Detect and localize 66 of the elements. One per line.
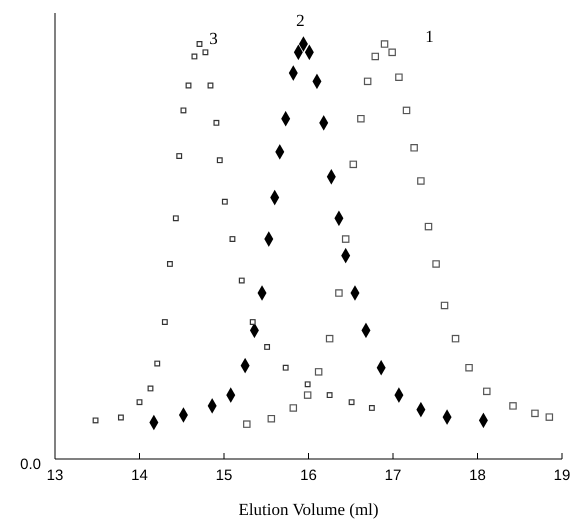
x-tick-label: 17 — [384, 467, 402, 484]
point — [440, 302, 448, 310]
point — [191, 54, 198, 60]
point — [465, 364, 473, 372]
point — [452, 334, 460, 342]
point — [417, 177, 425, 185]
point — [148, 386, 154, 392]
point — [180, 107, 186, 114]
point — [342, 235, 350, 243]
point — [357, 114, 365, 122]
point — [368, 405, 375, 411]
point — [213, 120, 220, 126]
x-tick-label: 16 — [300, 467, 317, 484]
series-label: 2 — [296, 11, 305, 30]
point — [118, 414, 124, 420]
point — [304, 391, 312, 399]
point — [432, 260, 440, 268]
x-tick-label: 19 — [554, 467, 570, 484]
point — [314, 368, 322, 376]
point — [335, 289, 343, 297]
point — [350, 160, 358, 168]
point — [166, 261, 173, 267]
point — [172, 215, 179, 222]
point — [154, 360, 160, 366]
x-axis-title: Elution Volume (ml) — [238, 500, 379, 519]
point — [326, 334, 334, 342]
point — [424, 222, 432, 230]
point — [162, 319, 168, 325]
point — [208, 82, 214, 88]
point — [216, 157, 223, 164]
point — [509, 402, 517, 410]
point — [531, 410, 539, 418]
point — [410, 144, 418, 152]
point — [196, 41, 202, 47]
point — [364, 78, 372, 86]
x-tick-label: 14 — [131, 467, 148, 484]
point — [186, 82, 192, 88]
point — [222, 198, 228, 205]
x-tick-label: 15 — [216, 467, 232, 484]
point — [282, 364, 289, 371]
point — [176, 153, 182, 159]
point — [238, 278, 245, 284]
x-tick-label: 18 — [469, 467, 486, 484]
point — [268, 414, 276, 423]
point — [136, 399, 142, 406]
point — [388, 48, 396, 56]
series-label: 3 — [209, 29, 218, 48]
point — [395, 73, 403, 81]
point — [371, 52, 380, 60]
point — [546, 413, 554, 421]
series-label: 1 — [425, 27, 434, 46]
point — [243, 420, 251, 428]
point — [380, 40, 388, 48]
point — [92, 417, 99, 424]
point — [230, 236, 236, 242]
text: 0.0 — [20, 456, 41, 473]
point — [326, 392, 333, 398]
point — [250, 319, 256, 325]
x-tick-label: 13 — [46, 467, 64, 484]
point — [264, 344, 270, 350]
point — [348, 399, 355, 406]
point — [483, 388, 491, 396]
point — [402, 106, 410, 114]
point — [304, 381, 311, 388]
point — [202, 49, 208, 56]
point — [290, 404, 298, 412]
